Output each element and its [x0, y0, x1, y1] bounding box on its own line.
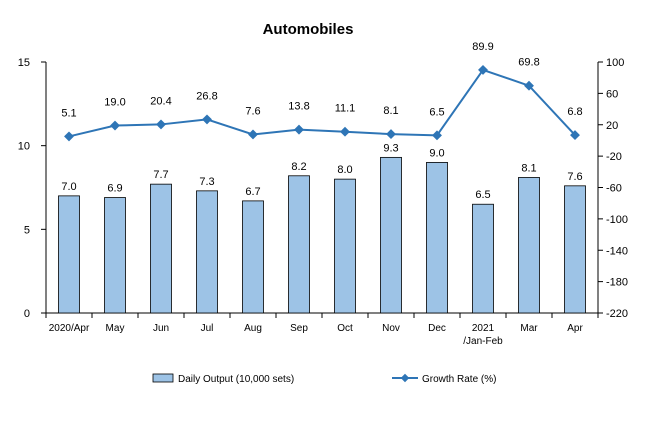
bar-data-label: 8.0	[337, 164, 352, 176]
bar-data-label: 8.1	[521, 162, 536, 174]
left-tick-label: 15	[18, 57, 30, 69]
line-point	[386, 129, 396, 140]
right-tick-label: -140	[606, 245, 628, 257]
x-tick-label: Oct	[337, 323, 353, 334]
bar-data-label: 6.9	[107, 183, 122, 195]
line-point	[64, 131, 74, 142]
line-data-label: 26.8	[196, 90, 217, 102]
line-point	[524, 80, 534, 91]
right-tick-label: 20	[606, 120, 618, 132]
legend-bar-label: Daily Output (10,000 sets)	[178, 374, 294, 385]
line-point	[248, 129, 258, 140]
right-tick-label: -60	[606, 183, 622, 195]
line-data-label: 19.0	[104, 97, 125, 109]
x-tick-label: Jun	[153, 323, 169, 334]
bar-data-label: 7.3	[199, 176, 214, 188]
bar-data-label: 7.7	[153, 169, 168, 181]
bar-data-label: 6.7	[245, 186, 260, 198]
bar-data-label: 9.0	[429, 147, 444, 159]
line-data-label: 6.8	[567, 106, 582, 118]
left-tick-label: 5	[24, 224, 30, 236]
bars-group: 7.0 6.9 7.7 7.3 6.7 8.2 8.0 9.3 9.0 6.5 8.1 7.6	[58, 142, 586, 314]
line-point	[156, 119, 166, 130]
right-tick-label: -100	[606, 214, 628, 226]
line-point	[294, 124, 304, 135]
line-data-label: 13.8	[288, 101, 309, 113]
bar	[472, 203, 494, 314]
bar	[334, 178, 356, 314]
legend-line-label: Growth Rate (%)	[422, 374, 496, 385]
right-tick-label: -20	[606, 151, 622, 163]
axes-group: 0 5 10 15 100 60 20 -20 -60 -100 -140 -180 -220 2020/…	[18, 57, 628, 347]
line-data-label: 69.8	[518, 57, 539, 69]
bar-data-label: 7.0	[61, 181, 76, 193]
x-tick-label: Jul	[201, 323, 214, 334]
legend-line-marker	[400, 373, 410, 383]
bar-data-label: 9.3	[383, 142, 398, 154]
right-tick-label: -180	[606, 277, 628, 289]
growth-rate-line	[68, 68, 576, 138]
x-tick-label: 2021	[472, 323, 495, 334]
x-tick-label: Nov	[382, 323, 400, 334]
x-tick-label: May	[106, 323, 125, 334]
x-tick-label: Aug	[244, 323, 262, 334]
line-data-label: 6.5	[429, 106, 444, 118]
bar	[196, 190, 218, 314]
x-tick-label: Sep	[290, 323, 308, 334]
line-point	[340, 126, 350, 137]
right-tick-label: -220	[606, 308, 628, 320]
bar	[242, 200, 264, 314]
left-tick-label: 0	[24, 308, 30, 320]
bar-data-label: 8.2	[291, 161, 306, 173]
bar	[104, 197, 126, 314]
x-tick-label: 2020/Apr	[49, 323, 90, 334]
x-tick-label: /Jan-Feb	[463, 336, 503, 347]
left-tick-label: 10	[18, 141, 30, 153]
line-group: 5.1 19.0 20.4 26.8 7.6 13.8 11.1 8.1 6.5 89.9 69.8…	[61, 41, 583, 142]
bar	[150, 183, 172, 314]
right-tick-label: 60	[606, 88, 618, 100]
line-data-label: 8.1	[383, 105, 398, 117]
line-data-label: 11.1	[335, 103, 356, 115]
bar-data-label: 7.6	[567, 171, 582, 183]
chart-title: Automobiles	[263, 21, 354, 38]
line-point	[110, 120, 120, 131]
bar	[58, 195, 80, 314]
x-tick-label: Apr	[567, 323, 583, 334]
line-data-label: 5.1	[61, 107, 76, 119]
line-data-label: 20.4	[150, 95, 171, 107]
line-point	[432, 130, 442, 141]
bar	[380, 156, 402, 314]
bar	[426, 161, 448, 314]
line-point	[570, 130, 580, 141]
x-tick-label: Mar	[520, 323, 538, 334]
bar	[518, 177, 540, 314]
x-tick-label: Dec	[428, 323, 446, 334]
bar-data-label: 6.5	[475, 189, 490, 201]
line-data-label: 89.9	[472, 41, 493, 53]
right-tick-label: 100	[606, 57, 624, 69]
line-point	[202, 114, 212, 125]
legend-bar-swatch	[152, 373, 174, 383]
line-data-label: 7.6	[245, 105, 260, 117]
legend: Daily Output (10,000 sets) Growth Rate (%…	[152, 373, 496, 385]
bar	[564, 185, 586, 314]
bar	[288, 175, 310, 314]
